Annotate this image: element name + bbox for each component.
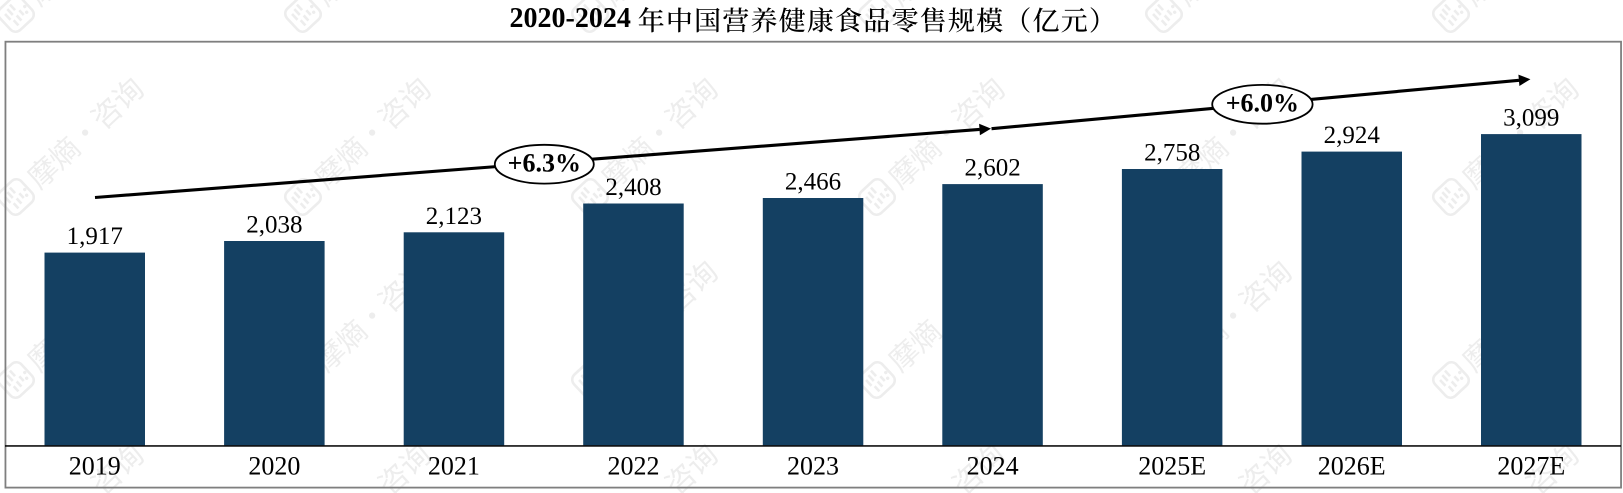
svg-text:2,602: 2,602 — [964, 155, 1020, 182]
svg-text:2022: 2022 — [608, 452, 660, 481]
svg-text:2,123: 2,123 — [426, 203, 482, 230]
svg-text:2026E: 2026E — [1318, 452, 1386, 481]
svg-text:2027E: 2027E — [1497, 452, 1565, 481]
svg-text:2024: 2024 — [967, 452, 1019, 481]
svg-text:3,099: 3,099 — [1503, 105, 1559, 132]
svg-text:2020-2024: 2020-2024 — [510, 3, 631, 34]
svg-text:2,466: 2,466 — [785, 169, 841, 196]
svg-text:2,408: 2,408 — [605, 174, 661, 201]
svg-text:+6.3%: +6.3% — [508, 148, 581, 177]
svg-text:2023: 2023 — [787, 452, 839, 481]
svg-text:2025E: 2025E — [1138, 452, 1206, 481]
svg-text:2021: 2021 — [428, 452, 480, 481]
svg-text:2019: 2019 — [69, 452, 121, 481]
svg-text:2,038: 2,038 — [246, 212, 302, 239]
svg-text:2020: 2020 — [248, 452, 300, 481]
svg-text:2,924: 2,924 — [1324, 122, 1381, 149]
svg-text:+6.0%: +6.0% — [1226, 89, 1299, 118]
svg-text:2,758: 2,758 — [1144, 140, 1200, 167]
svg-text:1,917: 1,917 — [67, 223, 123, 250]
